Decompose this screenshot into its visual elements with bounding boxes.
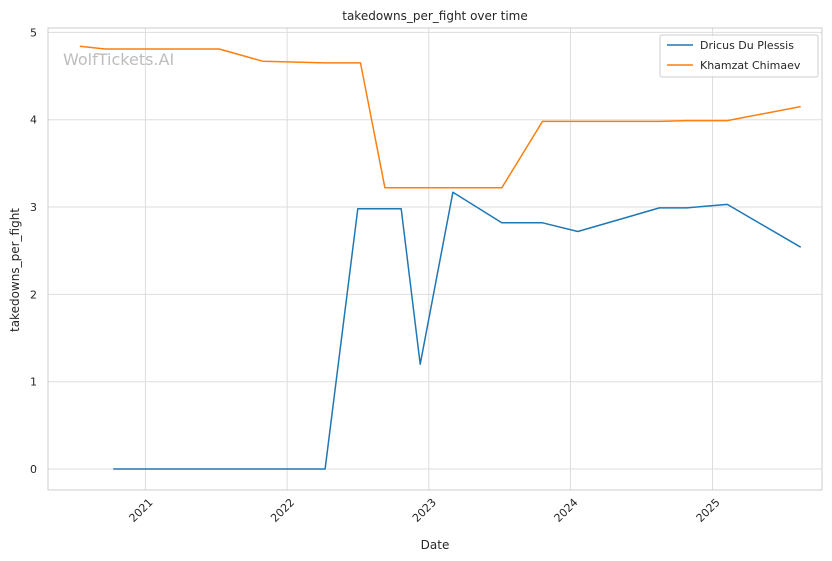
series-line-khamzat [79,45,801,189]
y-tick-label: 2 [30,288,37,301]
legend: Dricus Du Plessis Khamzat Chimaev [659,34,819,78]
y-axis-title: takedowns_per_fight [8,208,22,332]
watermark-text: WolfTickets.AI [63,50,174,69]
series-lines [79,45,802,470]
legend-label-khamzat: Khamzat Chimaev [700,59,801,72]
y-tick-label: 3 [30,201,37,214]
y-tick-label: 0 [30,463,37,476]
chart-title: takedowns_per_fight over time [342,9,528,23]
plot-frame [47,27,823,491]
x-axis-title: Date [421,538,450,552]
legend-label-dricus: Dricus Du Plessis [700,39,794,52]
y-tick-label: 5 [30,26,37,39]
y-tick-label: 4 [30,114,37,127]
grid-lines [48,28,822,490]
y-tick-label: 1 [30,376,37,389]
series-line-dricus [113,191,802,470]
legend-box [659,34,819,78]
